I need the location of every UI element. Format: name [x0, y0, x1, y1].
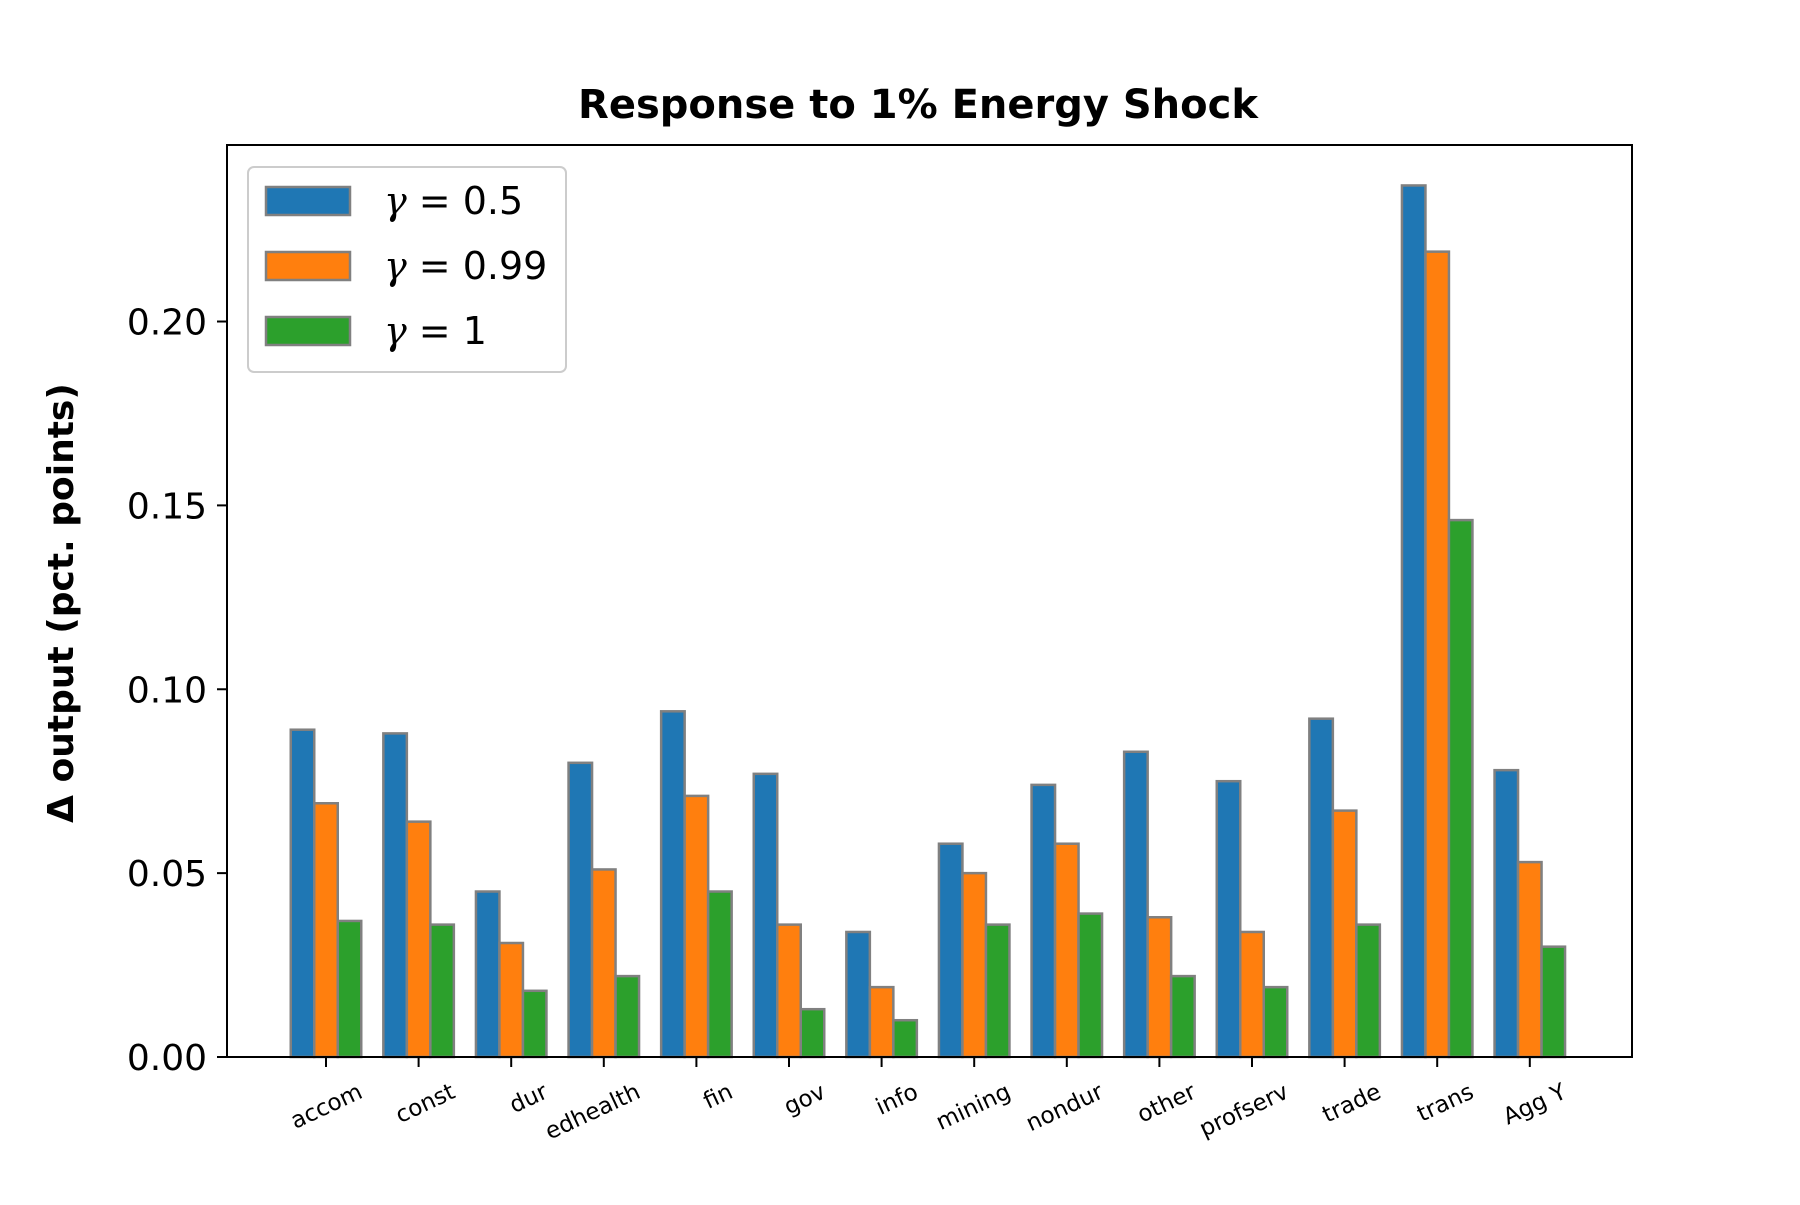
bar-mining-series-3 [984, 923, 1011, 1059]
bar-edhealth-series-3 [614, 974, 641, 1059]
bar-other-series-1 [1122, 750, 1149, 1059]
bar-nondur-series-2 [1053, 842, 1080, 1059]
bar-edhealth-series-1 [567, 761, 594, 1059]
bar-const-series-2 [405, 820, 432, 1059]
bar-info-series-3 [892, 1018, 919, 1059]
bar-trade-series-3 [1355, 923, 1382, 1059]
legend-swatch-series-1 [264, 185, 352, 217]
bar-profserv-series-2 [1239, 930, 1265, 1059]
bar-edhealth-series-2 [590, 868, 617, 1059]
bar-fin-series-2 [683, 794, 710, 1059]
legend-label-series-3: γ = 1 [384, 309, 487, 353]
legend-label-series-1: γ = 0.5 [384, 179, 523, 223]
legend-swatch-series-2 [264, 250, 352, 282]
bar-trans-series-1 [1400, 184, 1427, 1059]
y-tick-label: 0.20 [127, 303, 207, 344]
bar-const-series-3 [429, 923, 456, 1059]
bar-trans-series-3 [1447, 518, 1474, 1059]
bar-fin-series-3 [706, 890, 733, 1059]
chart-title: Response to 1% Energy Shock [578, 82, 1259, 128]
bars-layer [289, 184, 1567, 1059]
y-tick-label: 0.00 [127, 1038, 207, 1079]
bar-agg-y-series-2 [1516, 860, 1543, 1059]
bar-const-series-1 [382, 732, 409, 1059]
y-axis-label: Δ output (pct. points) [41, 383, 82, 823]
legend-swatch-series-3 [264, 315, 352, 347]
bar-info-series-1 [845, 930, 872, 1059]
bar-dur-series-1 [474, 890, 501, 1059]
bar-nondur-series-3 [1077, 912, 1104, 1059]
bar-gov-series-2 [776, 923, 802, 1059]
legend-label-series-2: γ = 0.99 [384, 244, 547, 288]
bar-agg-y-series-1 [1493, 768, 1520, 1059]
bar-dur-series-2 [498, 941, 525, 1059]
y-tick-label: 0.10 [127, 670, 207, 711]
bar-other-series-3 [1169, 974, 1196, 1059]
bar-accom-series-3 [336, 919, 363, 1059]
bar-other-series-2 [1146, 916, 1173, 1059]
bar-nondur-series-1 [1030, 783, 1057, 1059]
bar-profserv-series-1 [1215, 779, 1242, 1059]
bar-gov-series-1 [752, 772, 779, 1059]
y-tick-label: 0.05 [127, 854, 207, 895]
bar-fin-series-1 [659, 710, 686, 1059]
bar-trade-series-1 [1308, 717, 1335, 1059]
bar-gov-series-3 [799, 1007, 826, 1059]
bar-trade-series-2 [1331, 809, 1358, 1059]
bar-info-series-2 [868, 985, 895, 1059]
bar-accom-series-2 [313, 802, 339, 1059]
plot-frame [226, 144, 1633, 1058]
bar-mining-series-1 [937, 842, 964, 1059]
bar-accom-series-1 [289, 728, 316, 1059]
y-tick-label: 0.15 [127, 486, 207, 527]
legend: γ = 0.5 γ = 0.99 γ = 1 [247, 166, 567, 373]
bar-dur-series-3 [521, 989, 548, 1059]
bar-mining-series-2 [961, 871, 988, 1059]
bar-profserv-series-3 [1262, 985, 1289, 1059]
bar-trans-series-2 [1424, 250, 1451, 1059]
bar-agg-y-series-3 [1540, 945, 1567, 1059]
